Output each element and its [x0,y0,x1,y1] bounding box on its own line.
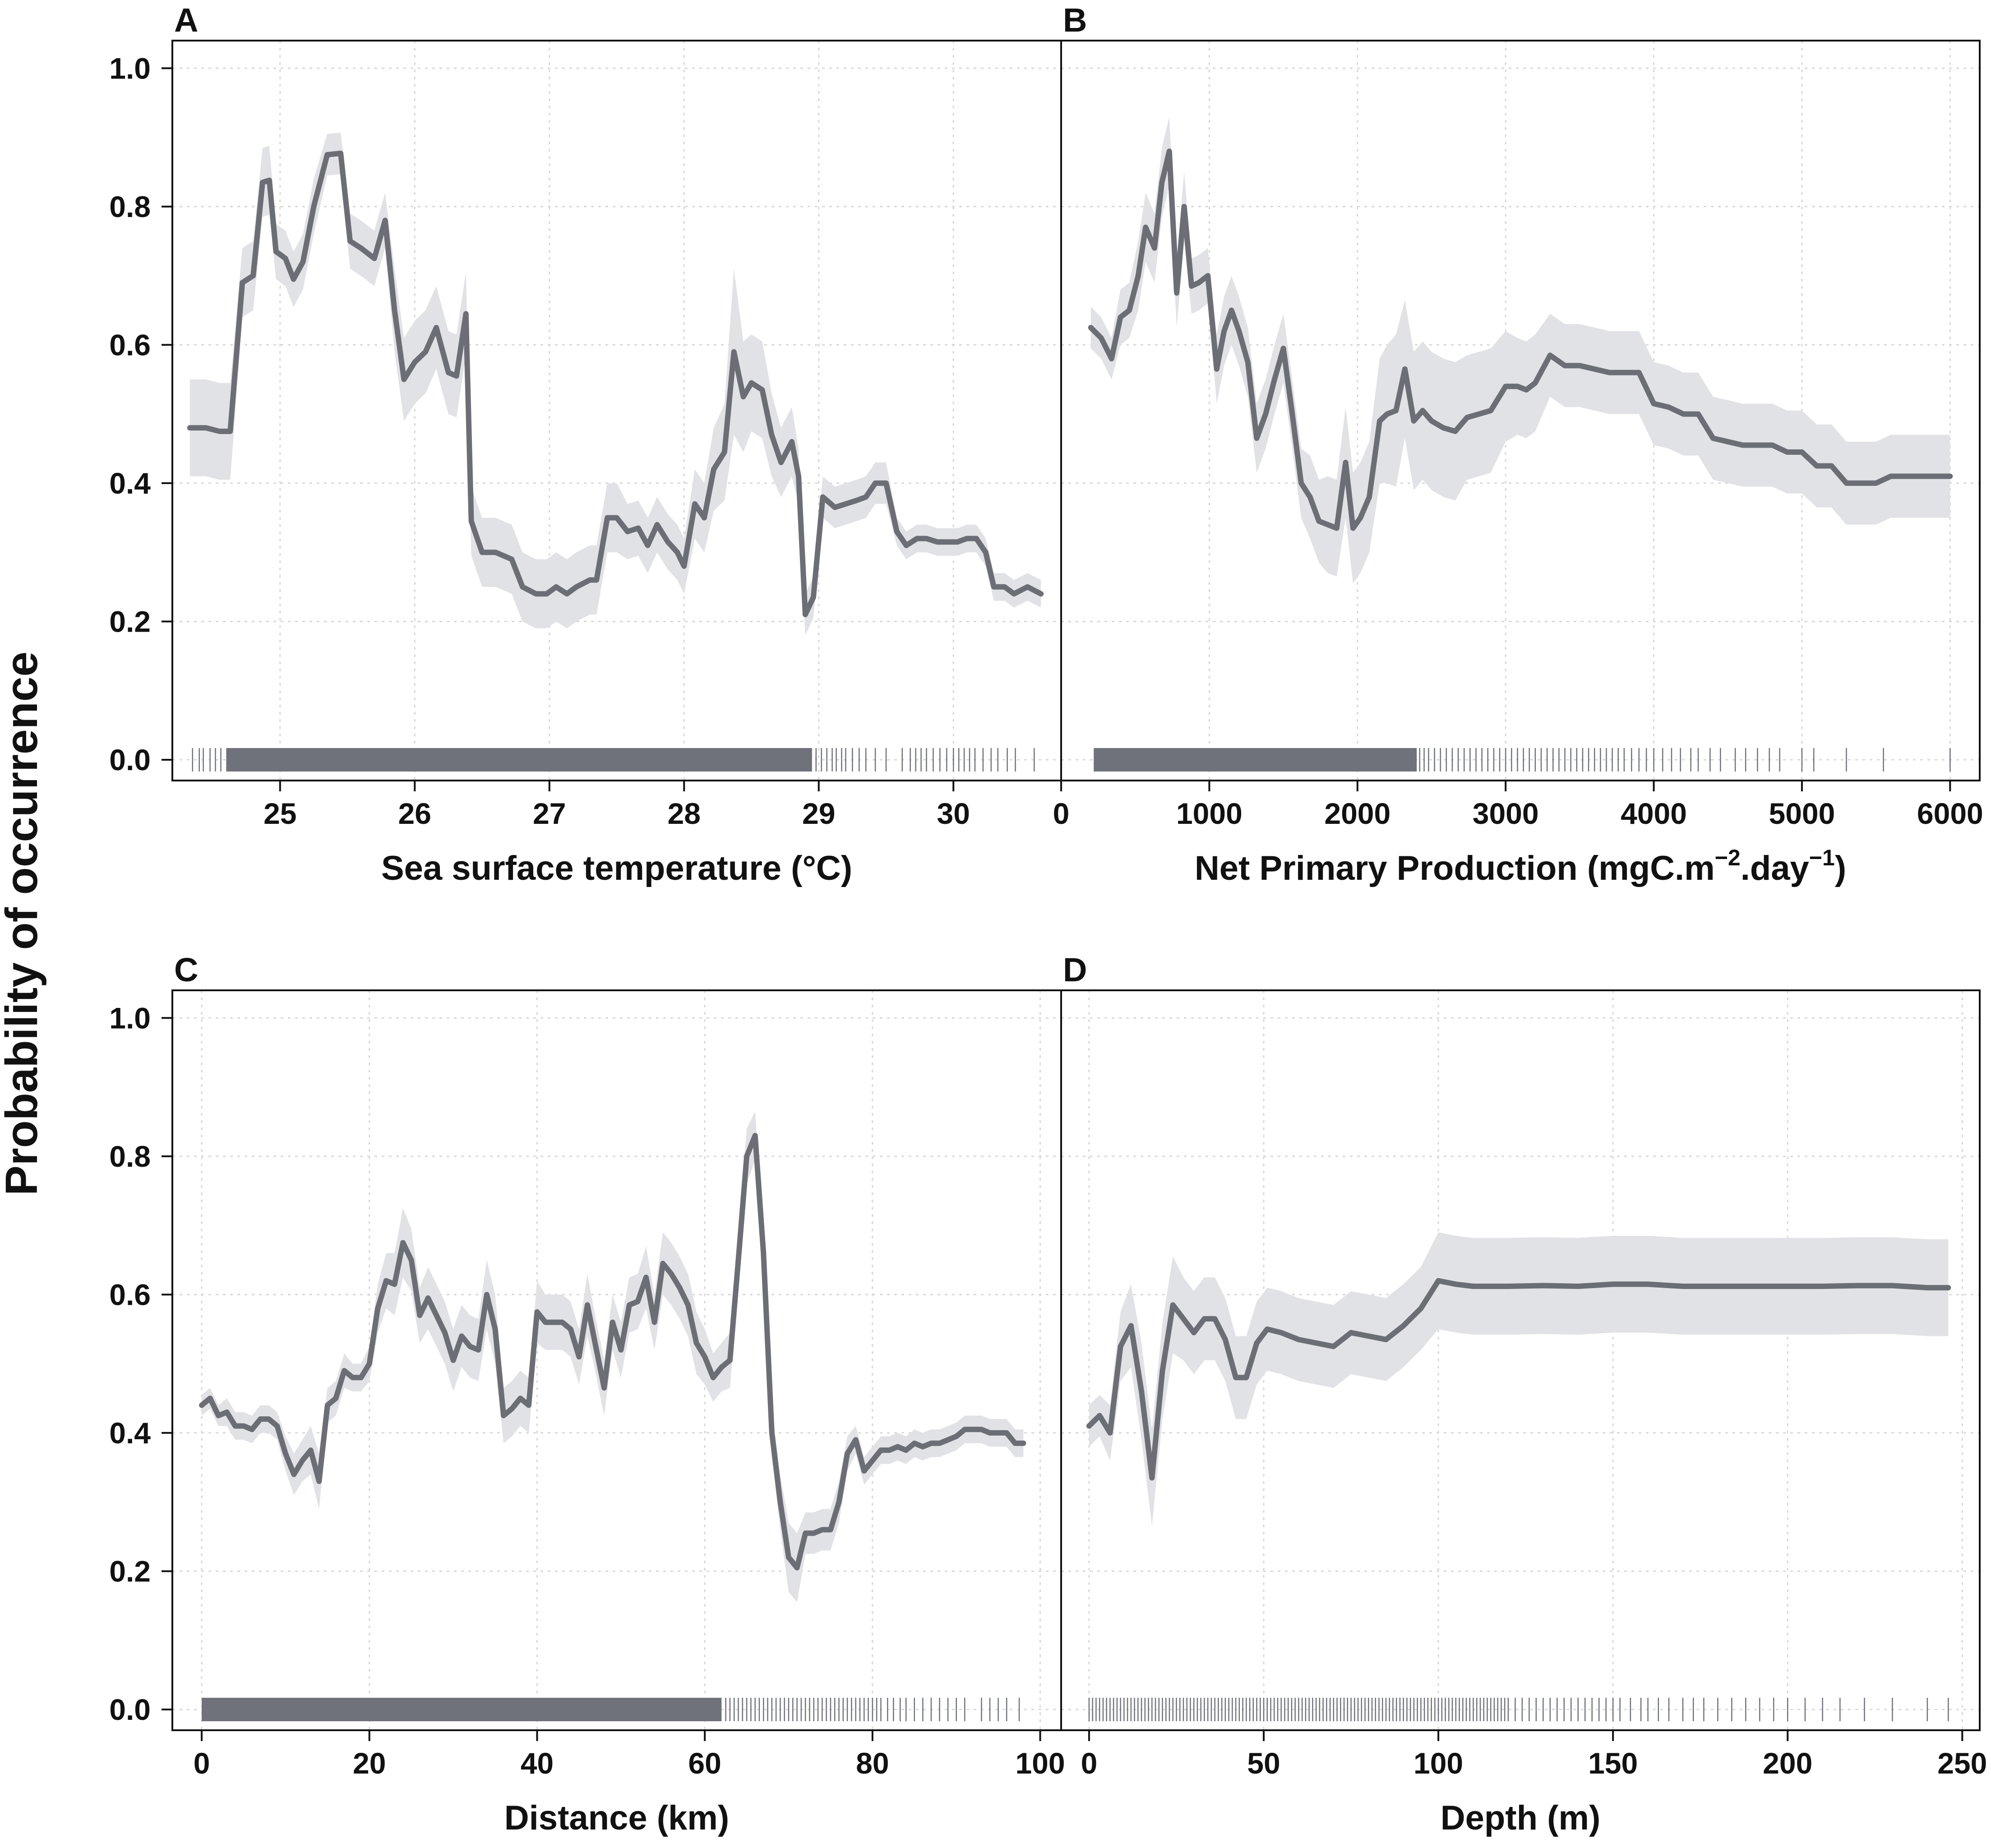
panel-b-frame [1060,40,1981,781]
panel-a-ytick-label-3: 0.6 [109,328,151,361]
panel-d-xtick-label-4: 200 [1763,1746,1812,1780]
panel-d-xlabel: Depth (m) [1441,1799,1601,1837]
panel-a-ytick-label-0: 0.0 [109,743,151,776]
panel-a-xtick-label-1: 26 [398,797,431,830]
panel-c-xtick-label-3: 60 [688,1746,721,1780]
panel-b-letter: B [1063,1,1087,39]
panel-d-xtick-label-2: 100 [1414,1746,1463,1780]
panel-a-xtick-label-5: 30 [937,797,970,830]
panel-a-xtick-label-4: 29 [802,797,835,830]
panel-b-rug-dense-0 [1094,748,1417,772]
panel-c-confidence-band [202,1111,1024,1603]
panel-c-xtick-label-4: 80 [856,1746,889,1780]
panel-c-ytick-label-1: 0.2 [109,1554,151,1588]
panel-c-ytick-label-4: 0.8 [109,1140,151,1173]
panel-c-ytick-label-0: 0.0 [109,1693,151,1726]
panel-a-ytick-label-5: 1.0 [109,51,151,85]
panel-a-rug-dense-0 [226,748,812,772]
panel-b-rug [1094,748,1951,772]
y-axis-title: Probability of occurrence [0,651,47,1196]
panel-c-ytick-label-2: 0.4 [109,1416,151,1450]
panel-c-ytick-label-5: 1.0 [109,1001,151,1035]
panel-d: 0 50 100 150 200 250 D Depth (m) [1060,951,1987,1837]
panel-a-ytick-label-2: 0.4 [109,467,151,500]
panel-d-xtick-label-3: 150 [1588,1746,1638,1780]
panel-c-rug-dense-0 [202,1698,722,1722]
panel-d-xtick-label-1: 50 [1247,1746,1280,1780]
panel-b-xtick-label-6: 6000 [1917,797,1983,830]
panel-d-xtick-label-5: 250 [1937,1746,1987,1780]
panel-a-series-line [187,150,1044,618]
panel-c-xtick-label-5: 100 [1015,1746,1065,1780]
panel-a: 25 26 27 28 29 30 0.0 0.2 0.4 0.6 0.8 1.0 A Sea surfa… [109,1,1062,887]
panel-c-rug [202,1698,1020,1722]
panel-c-xtick-label-0: 0 [194,1746,210,1780]
panel-a-xtick-label-0: 25 [263,797,296,830]
panel-a-ytick-label-1: 0.2 [109,605,151,638]
panel-c-xlabel: Distance (km) [504,1799,729,1837]
panel-d-xtick-label-0: 0 [1081,1746,1098,1780]
panel-d-letter: D [1063,951,1087,989]
panel-b: 0 1000 2000 3000 4000 5000 6000 B Net Primary Pr… [1053,1,1983,887]
panel-b-confidence-band [1090,116,1950,584]
panel-b-series-line [1088,148,1953,531]
panel-b-xtick-label-4: 4000 [1621,797,1687,830]
panel-c: 0 20 40 60 80 100 0.0 0.2 0.4 0.6 0.8 1.0 C Distance … [109,951,1065,1837]
panel-c-series-line [199,1132,1026,1571]
panel-a-xtick-label-2: 27 [533,797,566,830]
panel-d-confidence-band [1089,1232,1949,1526]
panel-b-xtick-label-1: 1000 [1176,797,1243,830]
panel-c-xtick-label-1: 20 [353,1746,386,1780]
panel-d-rug [1088,1698,1949,1722]
panel-b-xtick-label-2: 2000 [1324,797,1390,830]
panel-a-frame [171,40,1062,781]
panel-c-letter: C [174,951,198,989]
panel-d-series-line [1086,1278,1951,1481]
panel-a-ytick-label-4: 0.8 [109,190,151,223]
panel-b-xtick-label-5: 5000 [1769,797,1835,830]
panel-a-xtick-label-3: 28 [668,797,701,830]
panel-c-ytick-label-3: 0.6 [109,1278,151,1311]
panel-b-xtick-label-3: 3000 [1473,797,1539,830]
panel-d-frame [1060,989,1981,1731]
panel-a-letter: A [174,1,198,39]
panel-a-rug [192,748,1035,772]
panel-a-xlabel: Sea surface temperature (°C) [381,849,852,887]
panel-c-xtick-label-2: 40 [521,1746,554,1780]
panel-b-xlabel: Net Primary Production (mgC.m−2.day−1) [1195,845,1846,887]
panel-b-xtick-label-0: 0 [1053,797,1070,830]
panel-a-confidence-band [189,132,1041,636]
